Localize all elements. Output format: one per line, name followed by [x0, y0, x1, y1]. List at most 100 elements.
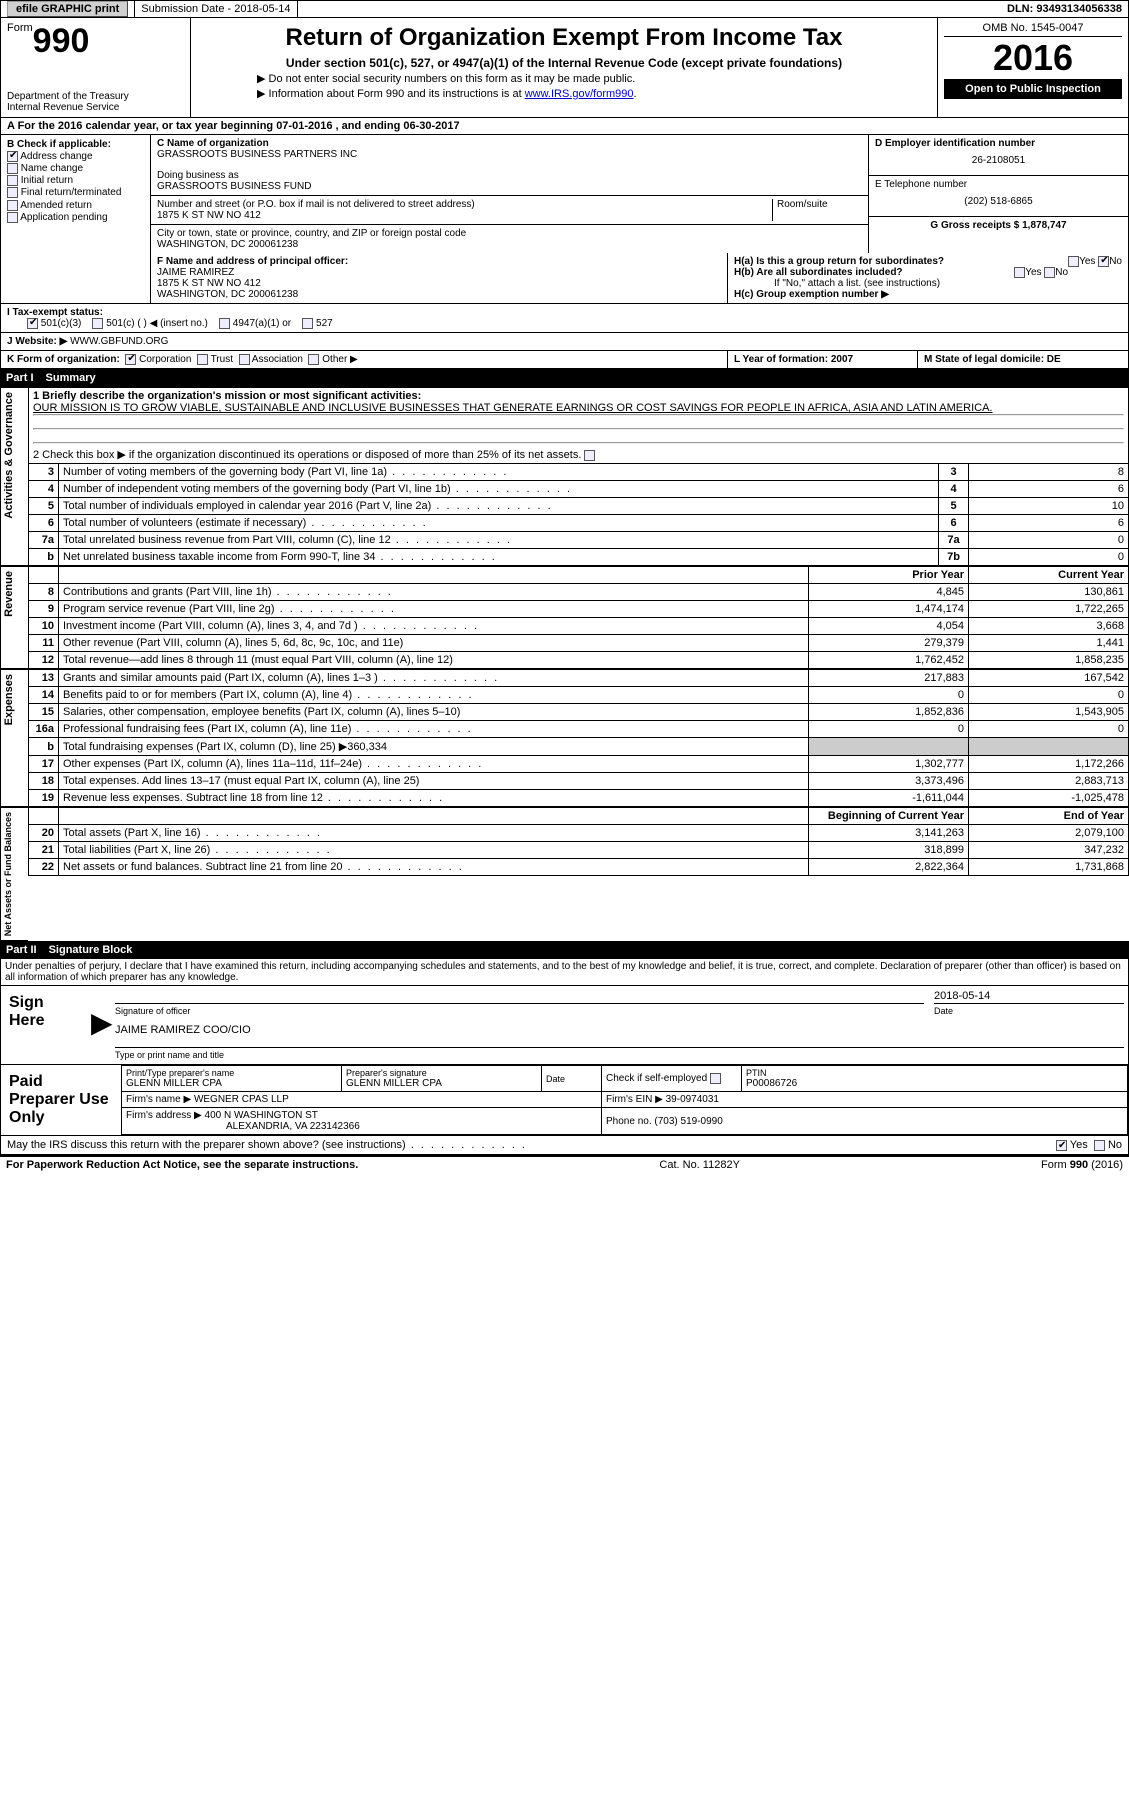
box-b: B Check if applicable: Address change Na… — [1, 135, 151, 253]
check-527[interactable] — [302, 318, 313, 329]
check-address-change[interactable]: Address change — [7, 151, 144, 162]
row19-label: Revenue less expenses. Subtract line 18 … — [59, 790, 809, 807]
firm-ein-label: Firm's EIN ▶ — [606, 1094, 663, 1105]
firm-addr-label: Firm's address ▶ — [126, 1110, 202, 1121]
revenue-table: Prior YearCurrent Year 8Contributions an… — [28, 566, 1129, 669]
row4-box: 4 — [939, 481, 969, 498]
row11-prior: 279,379 — [809, 635, 969, 652]
row8-num: 8 — [29, 584, 59, 601]
row6-num: 6 — [29, 515, 59, 532]
form-number: 990 — [33, 22, 90, 60]
row9-num: 9 — [29, 601, 59, 618]
h-ifno: If "No," attach a list. (see instruction… — [734, 278, 1122, 289]
row18-label: Total expenses. Add lines 13–17 (must eq… — [59, 773, 809, 790]
check-final-return[interactable]: Final return/terminated — [7, 187, 144, 198]
efile-print-button[interactable]: efile GRAPHIC print — [7, 1, 128, 17]
box-b-title: B Check if applicable: — [7, 139, 144, 150]
perjury-declaration: Under penalties of perjury, I declare th… — [0, 959, 1129, 986]
form-title: Return of Organization Exempt From Incom… — [197, 24, 931, 52]
prep-name: GLENN MILLER CPA — [126, 1078, 337, 1089]
mission-text: OUR MISSION IS TO GROW VIABLE, SUSTAINAB… — [33, 402, 1124, 414]
row22-prior: 2,822,364 — [809, 859, 969, 876]
check-other[interactable] — [308, 354, 319, 365]
header-info-grid: B Check if applicable: Address change Na… — [0, 135, 1129, 253]
hb-no[interactable] — [1044, 267, 1055, 278]
check-self-employed[interactable] — [710, 1073, 721, 1084]
row19-num: 19 — [29, 790, 59, 807]
row11-num: 11 — [29, 635, 59, 652]
row22-current: 1,731,868 — [969, 859, 1129, 876]
ha-yes[interactable] — [1068, 256, 1079, 267]
row16b-num: b — [29, 738, 59, 756]
footer-right: Form 990 (2016) — [1041, 1159, 1123, 1171]
row7b-num: b — [29, 549, 59, 566]
firm-addr2: ALEXANDRIA, VA 223142366 — [126, 1121, 360, 1132]
type-name-label: Type or print name and title — [115, 1050, 1124, 1060]
check-4947[interactable] — [219, 318, 230, 329]
row9-label: Program service revenue (Part VIII, line… — [59, 601, 809, 618]
discuss-yes[interactable] — [1056, 1140, 1067, 1151]
row3-label: Number of voting members of the governin… — [59, 464, 939, 481]
irs-form990-link[interactable]: www.IRS.gov/form990 — [525, 88, 634, 100]
row12-current: 1,858,235 — [969, 652, 1129, 669]
row22-label: Net assets or fund balances. Subtract li… — [59, 859, 809, 876]
begin-year-header: Beginning of Current Year — [809, 808, 969, 825]
row21-num: 21 — [29, 842, 59, 859]
check-initial-return[interactable]: Initial return — [7, 175, 144, 186]
form-org-label: K Form of organization: — [7, 354, 120, 365]
row19-prior: -1,611,044 — [809, 790, 969, 807]
phone-label: E Telephone number — [875, 179, 1122, 190]
row-j-website: J Website: ▶ WWW.GBFUND.ORG — [0, 333, 1129, 351]
row10-current: 3,668 — [969, 618, 1129, 635]
row21-label: Total liabilities (Part X, line 26) — [59, 842, 809, 859]
end-year-header: End of Year — [969, 808, 1129, 825]
firm-name: WEGNER CPAS LLP — [194, 1094, 289, 1105]
signature-arrow-icon: ▶ — [91, 986, 111, 1064]
firm-phone-label: Phone no. — [606, 1116, 652, 1127]
room-suite-label: Room/suite — [772, 199, 862, 221]
paid-preparer-block: Paid Preparer Use Only Print/Type prepar… — [0, 1065, 1129, 1136]
row17-current: 1,172,266 — [969, 756, 1129, 773]
row7b-label: Net unrelated business taxable income fr… — [59, 549, 939, 566]
expenses-table: 13Grants and similar amounts paid (Part … — [28, 669, 1129, 807]
gross-receipts: G Gross receipts $ 1,878,747 — [875, 220, 1122, 231]
row16a-label: Professional fundraising fees (Part IX, … — [59, 721, 809, 738]
row17-num: 17 — [29, 756, 59, 773]
tax-exempt-label: I Tax-exempt status: — [7, 307, 103, 318]
row12-label: Total revenue—add lines 8 through 11 (mu… — [59, 652, 809, 669]
part2-header: Part II Signature Block — [0, 941, 1129, 959]
discuss-row: May the IRS discuss this return with the… — [0, 1136, 1129, 1155]
check-501c[interactable] — [92, 318, 103, 329]
check-corporation[interactable] — [125, 354, 136, 365]
check-discontinued[interactable] — [584, 450, 595, 461]
row21-current: 347,232 — [969, 842, 1129, 859]
ha-no[interactable] — [1098, 256, 1109, 267]
row11-label: Other revenue (Part VIII, column (A), li… — [59, 635, 809, 652]
dba-label: Doing business as — [157, 170, 862, 181]
hb-yes[interactable] — [1014, 267, 1025, 278]
ein-value: 26-2108051 — [875, 149, 1122, 172]
org-name: GRASSROOTS BUSINESS PARTNERS INC — [157, 149, 862, 160]
officer-addr1: 1875 K ST NW NO 412 — [157, 278, 721, 289]
dept-treasury: Department of the Treasury — [7, 91, 184, 102]
row19-current: -1,025,478 — [969, 790, 1129, 807]
check-application-pending[interactable]: Application pending — [7, 212, 144, 223]
discuss-no[interactable] — [1094, 1140, 1105, 1151]
side-net-assets: Net Assets or Fund Balances — [0, 807, 28, 941]
row8-current: 130,861 — [969, 584, 1129, 601]
check-name-change[interactable]: Name change — [7, 163, 144, 174]
check-trust[interactable] — [197, 354, 208, 365]
open-to-public: Open to Public Inspection — [944, 79, 1122, 99]
org-name-label: C Name of organization — [157, 138, 862, 149]
part1-title: Summary — [46, 372, 96, 384]
check-501c3[interactable] — [27, 318, 38, 329]
row5-box: 5 — [939, 498, 969, 515]
check-association[interactable] — [239, 354, 250, 365]
prep-name-label: Print/Type preparer's name — [126, 1068, 337, 1078]
state-domicile: M State of legal domicile: DE — [918, 351, 1128, 368]
row22-num: 22 — [29, 859, 59, 876]
check-amended-return[interactable]: Amended return — [7, 200, 144, 211]
omb-number: OMB No. 1545-0047 — [944, 22, 1122, 37]
row17-prior: 1,302,777 — [809, 756, 969, 773]
dba-value: GRASSROOTS BUSINESS FUND — [157, 181, 862, 192]
